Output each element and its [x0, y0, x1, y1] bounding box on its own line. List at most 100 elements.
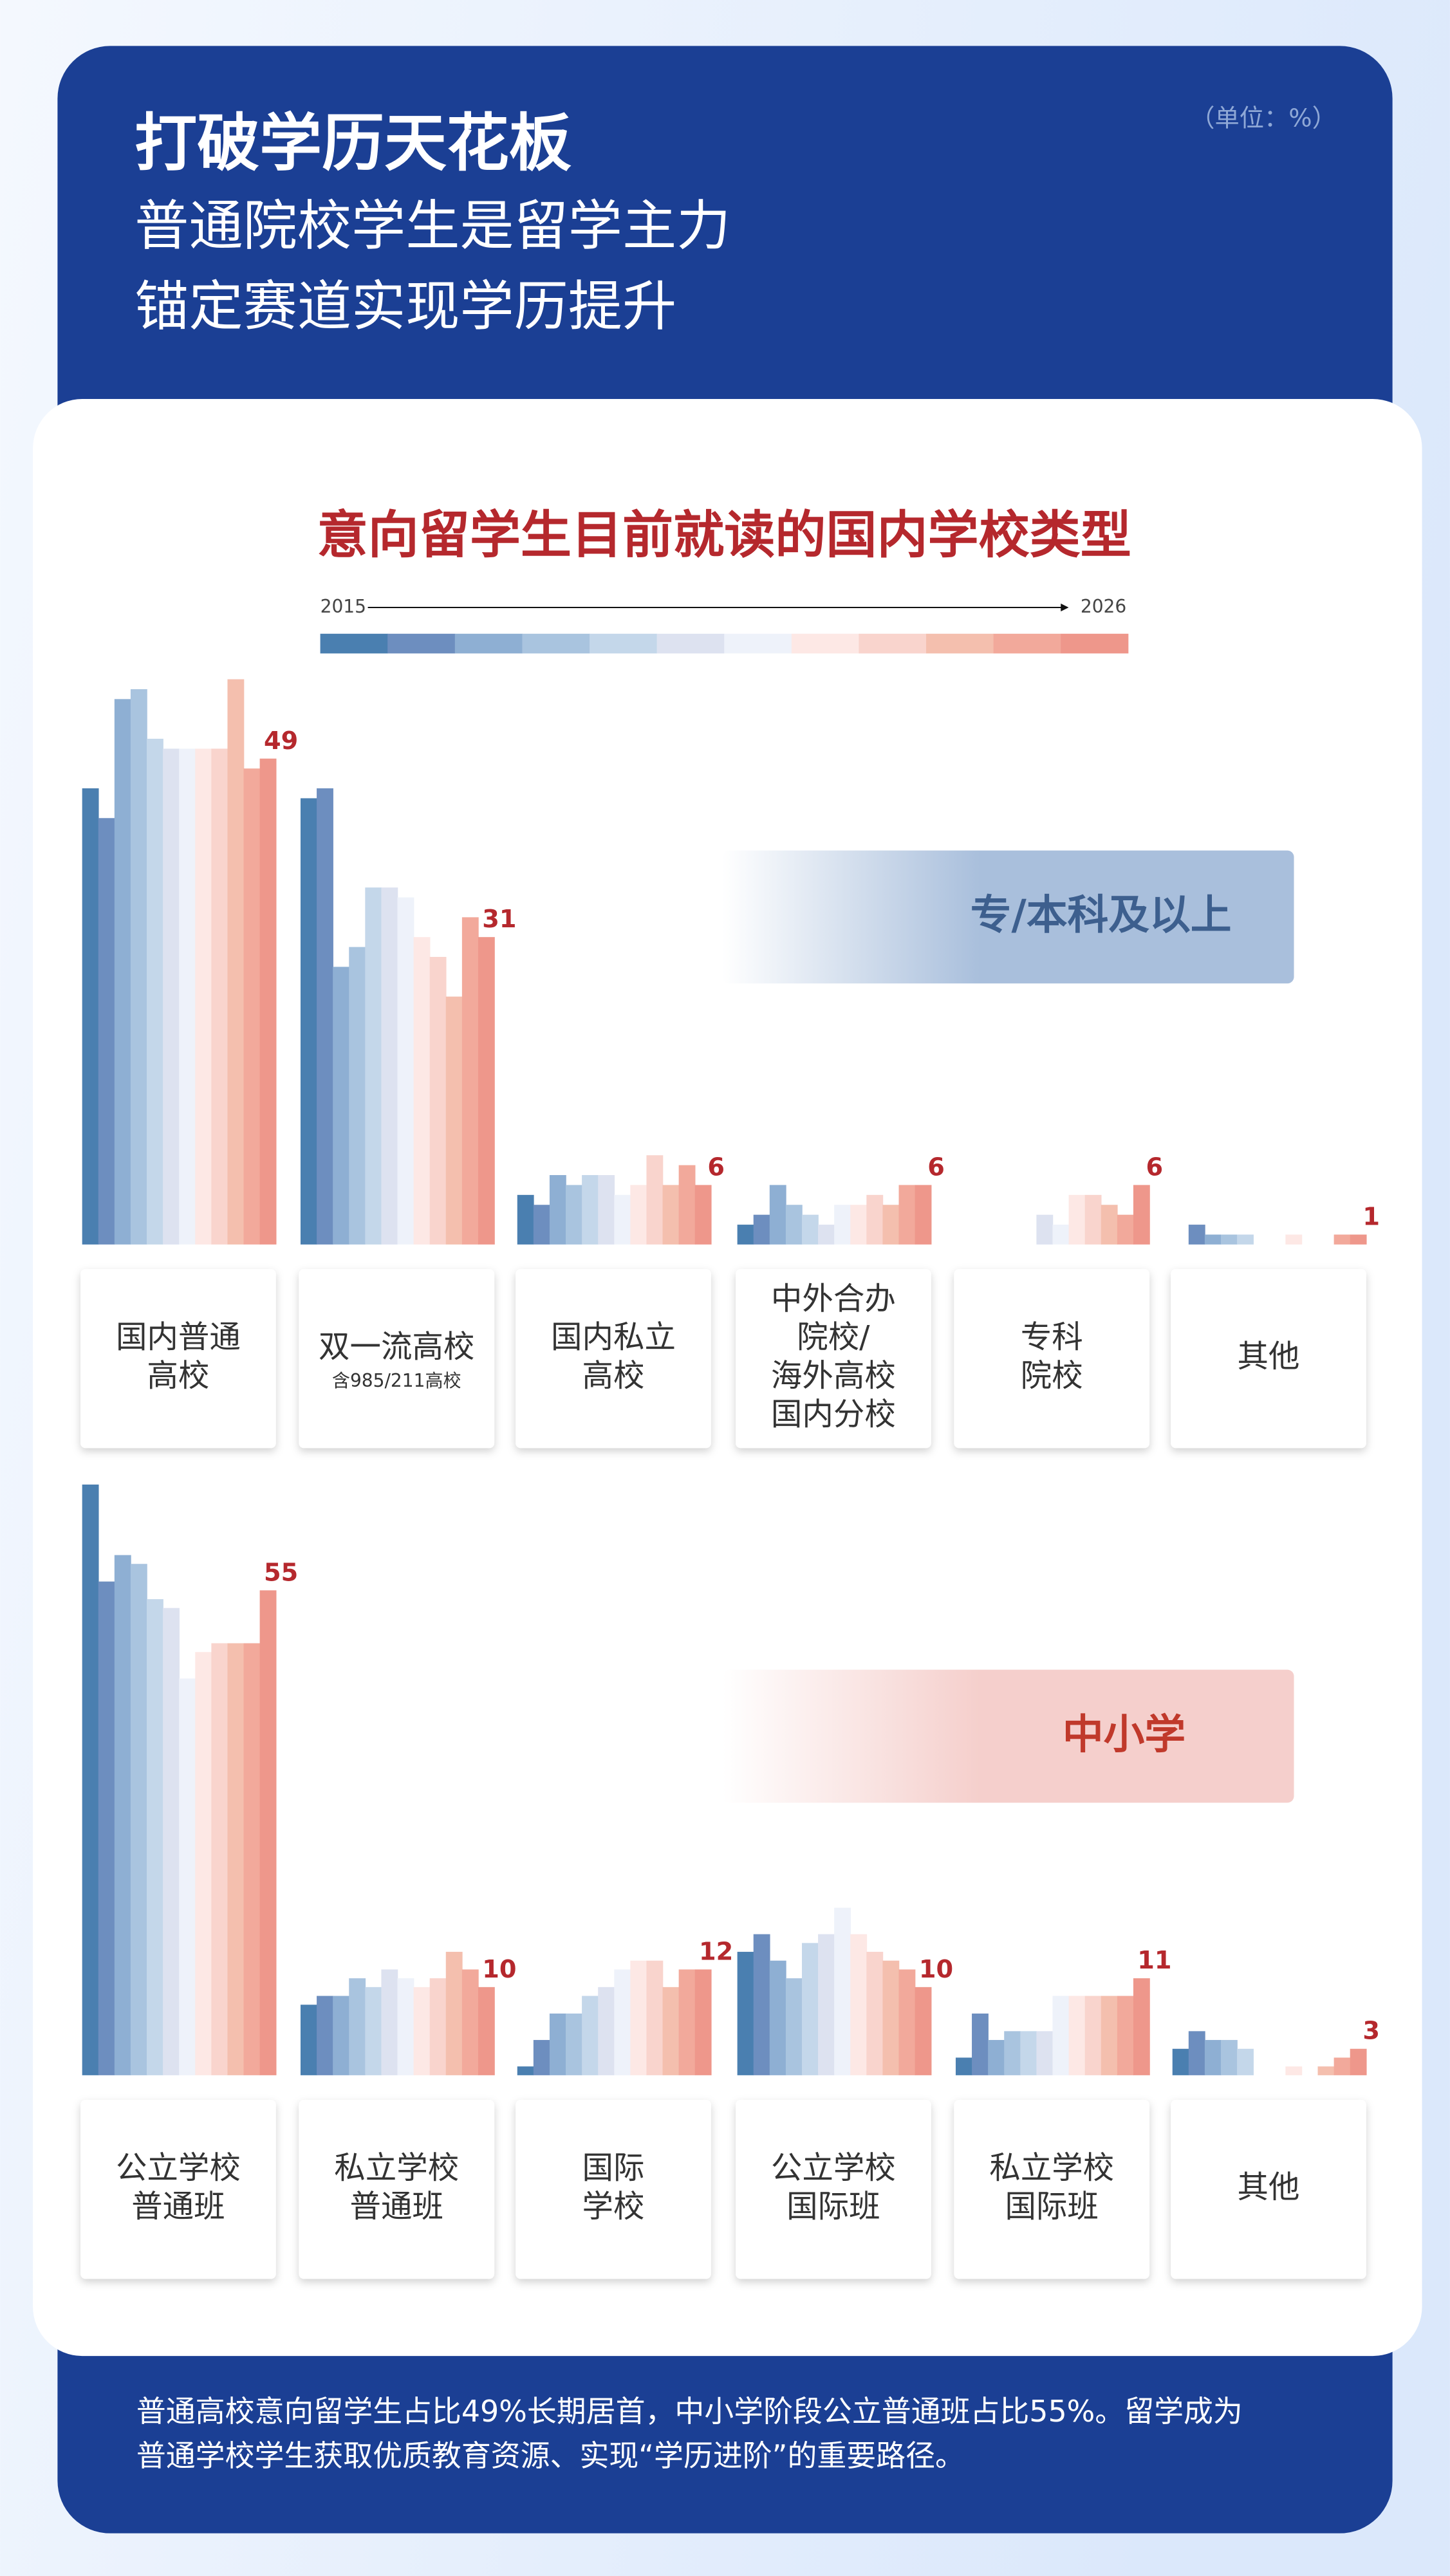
bar — [1334, 1234, 1351, 1245]
bar — [1068, 1194, 1086, 1245]
bar — [1237, 2048, 1254, 2075]
bar — [549, 2013, 566, 2075]
section-label: 专/本科及以上 — [971, 892, 1232, 940]
bar — [1172, 2048, 1189, 2075]
bar — [243, 768, 261, 1245]
bar — [98, 818, 115, 1245]
bar — [834, 1205, 851, 1245]
category-label: 高校 — [582, 1358, 645, 1394]
bar — [630, 1960, 647, 2075]
bar — [1004, 2031, 1021, 2075]
legend-end: 2026 — [1081, 596, 1126, 617]
bar — [1036, 2031, 1054, 2075]
bar — [694, 1185, 712, 1245]
bar — [1052, 1996, 1070, 2075]
category-label: 国际班 — [786, 2189, 880, 2225]
chart-title: 意向留学生目前就读的国内学校类型 — [317, 505, 1131, 564]
category-label: 国内私立 — [551, 1319, 676, 1355]
value-label: 10 — [919, 1955, 953, 1984]
bar — [678, 1969, 696, 2075]
bar — [818, 1225, 835, 1245]
bar — [195, 748, 212, 1245]
bar — [365, 887, 382, 1245]
bar — [114, 1555, 131, 2075]
bar — [259, 1590, 277, 2075]
bar — [1117, 1996, 1134, 2075]
bar — [785, 1205, 803, 1245]
bar — [898, 1969, 916, 2075]
bar — [461, 917, 479, 1245]
bar — [737, 1225, 754, 1245]
bar — [769, 1960, 786, 2075]
bar — [114, 699, 131, 1245]
bar — [566, 2013, 582, 2075]
header-subtitle: 锚定赛道实现学历提升 — [135, 275, 676, 338]
bar — [381, 887, 398, 1245]
bar — [646, 1155, 664, 1245]
category-box — [736, 2100, 931, 2279]
bar — [614, 1969, 631, 2075]
legend-swatch — [993, 633, 1061, 654]
bar — [1317, 2066, 1335, 2075]
legend-swatch — [320, 633, 388, 654]
bar — [1052, 1225, 1070, 1245]
category-label: 中外合办 — [771, 1281, 896, 1317]
bar — [915, 1987, 932, 2075]
bar — [614, 1194, 631, 1245]
bar — [1084, 1996, 1102, 2075]
bar — [1350, 2048, 1367, 2075]
unit-note: （单位：%） — [1190, 104, 1337, 133]
bar — [517, 2066, 534, 2075]
category-label: 公立学校 — [116, 2150, 241, 2186]
bar — [397, 1978, 414, 2075]
bar — [549, 1175, 566, 1245]
bar — [1084, 1194, 1102, 1245]
category-label: 国际 — [582, 2150, 645, 2186]
bar — [598, 1175, 615, 1245]
category-label: 海外高校 — [771, 1358, 896, 1394]
category-box — [954, 1269, 1150, 1449]
category-label: 国内分校 — [771, 1396, 896, 1432]
footer-text: 普通高校意向留学生占比49%长期居首，中小学阶段公立普通班占比55%。留学成为 — [136, 2394, 1243, 2429]
bar — [1133, 1185, 1150, 1245]
bar — [801, 1943, 819, 2075]
category-label: 其他 — [1238, 1339, 1300, 1375]
bar — [147, 738, 163, 1245]
bar — [317, 1996, 333, 2075]
bar — [598, 1987, 615, 2075]
legend-swatch — [590, 633, 658, 654]
bar — [785, 1978, 803, 2075]
bar — [478, 1987, 495, 2075]
bar — [397, 897, 414, 1245]
bar — [566, 1185, 582, 1245]
footer-text: 普通学校学生获取优质教育资源、实现“学历进阶”的重要路径。 — [136, 2438, 965, 2473]
bar — [882, 1960, 900, 2075]
bar — [429, 957, 447, 1245]
legend-swatch — [1061, 633, 1129, 654]
bar — [130, 1564, 147, 2075]
legend-swatch — [926, 633, 994, 654]
bar — [349, 1978, 366, 2075]
category-box — [80, 1269, 276, 1449]
bar — [179, 748, 196, 1245]
legend-swatch — [656, 633, 725, 654]
category-label: 含985/211高校 — [332, 1370, 461, 1391]
category-label: 专科 — [1021, 1319, 1083, 1355]
bar — [445, 1952, 463, 2075]
bar — [1101, 1996, 1118, 2075]
bar — [195, 1652, 212, 2075]
bar — [769, 1185, 786, 1245]
bar — [1204, 2040, 1222, 2075]
legend-swatch — [454, 633, 523, 654]
bar — [1188, 1225, 1205, 1245]
category-label: 院校 — [1021, 1358, 1083, 1394]
bar — [349, 947, 366, 1245]
bar — [163, 1608, 180, 2075]
category-label: 学校 — [582, 2189, 645, 2225]
bar — [753, 1934, 770, 2075]
bar — [333, 1996, 350, 2075]
bar — [678, 1165, 696, 1245]
category-label: 国际班 — [1005, 2189, 1098, 2225]
section-label: 中小学 — [1063, 1711, 1185, 1759]
